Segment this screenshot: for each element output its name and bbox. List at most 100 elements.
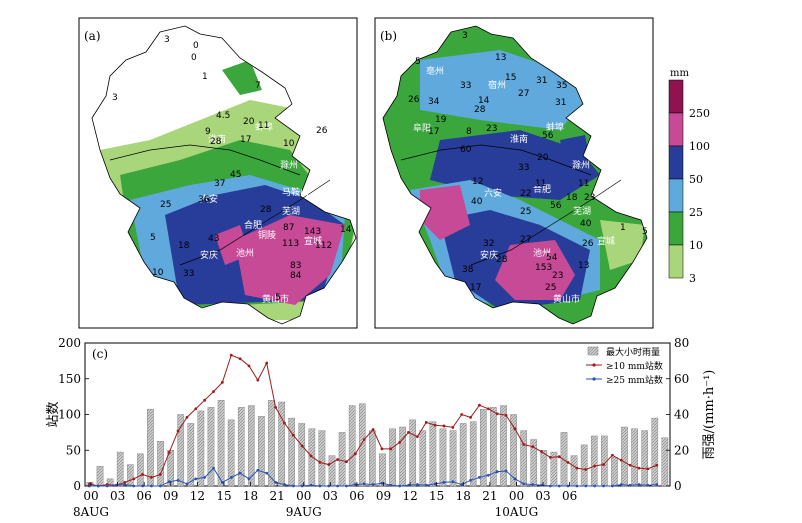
line-series-1-point-8 bbox=[158, 484, 162, 488]
xtick-13: 15 bbox=[429, 489, 444, 503]
xtick-12: 12 bbox=[402, 489, 417, 503]
map-a-river bbox=[109, 144, 301, 176]
line-series-0-point-21 bbox=[274, 405, 277, 409]
line-series-0-point-53 bbox=[557, 455, 561, 459]
line-series-1-point-57 bbox=[593, 484, 597, 488]
map-b-station-value-39: 25 bbox=[545, 283, 556, 293]
map-b-station-value-32: 28 bbox=[496, 255, 508, 265]
line-series-1-point-54 bbox=[566, 484, 570, 488]
line-series-1-point-18 bbox=[247, 477, 251, 481]
colorbar-swatch-3 bbox=[668, 178, 684, 213]
bar-max-hourly-13 bbox=[217, 400, 225, 487]
line-series-1-point-29 bbox=[345, 484, 348, 488]
line-series-0-point-16 bbox=[229, 353, 233, 357]
map-a-station-value-2: 3 bbox=[112, 93, 118, 103]
map-b-station-value-34: 17 bbox=[470, 283, 481, 293]
line-series-1-point-51 bbox=[540, 483, 543, 487]
map-b-station-value-16: 19 bbox=[435, 115, 447, 125]
bar-max-hourly-3 bbox=[116, 451, 124, 487]
line-series-1-point-48 bbox=[513, 477, 517, 481]
bar-max-hourly-29 bbox=[379, 453, 386, 487]
xtick-18: 06 bbox=[562, 489, 577, 503]
line-series-0-point-62 bbox=[637, 466, 641, 470]
line-series-0-point-49 bbox=[522, 443, 526, 446]
line-series-0-point-57 bbox=[593, 464, 597, 468]
line-series-0-point-42 bbox=[460, 413, 464, 416]
line-series-1-point-58 bbox=[602, 484, 605, 488]
line-series-0-point-0 bbox=[88, 482, 91, 486]
map-b-place-name-7: 六安 bbox=[484, 187, 502, 199]
bar-max-hourly-28 bbox=[369, 430, 376, 487]
line-series-0-point-14 bbox=[212, 390, 215, 394]
line-series-0-point-24 bbox=[300, 444, 304, 448]
bar-max-hourly-49 bbox=[580, 444, 588, 487]
line-series-1-point-35 bbox=[398, 484, 402, 488]
bar-max-hourly-20 bbox=[288, 417, 295, 487]
map-b-station-value-26: 11 bbox=[578, 179, 589, 189]
colorbar-swatch-2 bbox=[668, 145, 684, 180]
line-series-1-point-61 bbox=[628, 483, 632, 487]
ytick-right-2: 40 bbox=[674, 408, 689, 422]
map-a-station-value-12: 45 bbox=[230, 170, 241, 180]
map-b-station-value-35: 13 bbox=[578, 261, 589, 271]
line-series-0-point-44 bbox=[478, 403, 481, 407]
line-series-1-point-3 bbox=[114, 483, 118, 487]
line-series-0-point-43 bbox=[469, 415, 472, 419]
date-label-1: 9AUG bbox=[286, 505, 322, 519]
map-b-station-value-6: 14 bbox=[478, 96, 490, 106]
line-series-1-point-7 bbox=[150, 484, 153, 488]
map-b-station-value-28: 33 bbox=[518, 163, 529, 173]
panel-label-a: (a) bbox=[84, 29, 101, 43]
chart-legend: 最大小时雨量 ≥10 mm站数 ≥25 mm站数 bbox=[586, 346, 663, 386]
line-series-1-point-31 bbox=[362, 482, 366, 486]
map-b-station-value-37: 54 bbox=[546, 253, 558, 263]
line-series-0-point-38 bbox=[424, 420, 428, 424]
map-b-place-name-2: 阜阳 bbox=[413, 122, 431, 134]
bar-max-hourly-19 bbox=[278, 401, 285, 487]
map-b-station-value-3: 31 bbox=[536, 76, 547, 86]
map-a-station-value-25: 87 bbox=[283, 223, 294, 233]
map-b-place-name-3: 蚌埠 bbox=[546, 121, 564, 133]
line-series-0-point-23 bbox=[291, 433, 295, 437]
colorbar-tick-4: 10 bbox=[689, 239, 703, 252]
line-series-1-point-59 bbox=[610, 484, 614, 488]
bar-max-hourly-26 bbox=[348, 405, 356, 487]
bar-max-hourly-23 bbox=[318, 430, 326, 487]
line-series-1-point-43 bbox=[469, 478, 472, 482]
map-b-station-value-18: 56 bbox=[542, 131, 554, 141]
line-series-1-point-22 bbox=[283, 483, 286, 486]
line-series-0-point-5 bbox=[132, 477, 136, 481]
line-series-0-point-41 bbox=[451, 425, 455, 429]
map-b-station-value-30: 27 bbox=[520, 235, 531, 245]
line-series-0-point-55 bbox=[575, 466, 579, 470]
map-b-place-name-10: 池州 bbox=[533, 247, 551, 259]
map-a-place-name-12: 铜陵 bbox=[258, 229, 276, 241]
line-series-0-point-47 bbox=[504, 413, 508, 417]
line-series-0-point-6 bbox=[141, 473, 145, 476]
line-series-1-point-38 bbox=[424, 483, 428, 487]
ytick-left-1: 50 bbox=[66, 443, 81, 457]
bar-max-hourly-52 bbox=[611, 457, 618, 487]
colorbar: mm 250 100 50 25 10 3 bbox=[668, 68, 710, 285]
map-b-station-value-7: 27 bbox=[518, 89, 529, 99]
bar-series-max-hourly bbox=[86, 400, 669, 487]
map-b-station-value-23: 12 bbox=[472, 177, 483, 187]
line-series-0-point-54 bbox=[566, 461, 570, 464]
bar-max-hourly-53 bbox=[621, 426, 628, 487]
line-series-1-point-47 bbox=[504, 469, 508, 473]
bar-max-hourly-16 bbox=[247, 405, 255, 487]
bar-max-hourly-42 bbox=[510, 414, 517, 487]
xtick-0: 00 bbox=[83, 489, 98, 503]
line-series-1-point-56 bbox=[584, 484, 588, 488]
line-series-1-point-15 bbox=[220, 481, 224, 484]
line-series-1-point-2 bbox=[105, 484, 109, 488]
map-b-station-value-33: 38 bbox=[462, 265, 474, 275]
line-series-0-point-46 bbox=[495, 412, 499, 416]
map-a-place-name-14: 黄山市 bbox=[262, 293, 289, 305]
bar-max-hourly-57 bbox=[661, 437, 669, 487]
line-series-1-point-62 bbox=[637, 483, 641, 486]
legend-label-0: 最大小时雨量 bbox=[606, 346, 660, 358]
map-a-place-name-4: 蚌埠 bbox=[255, 121, 273, 133]
